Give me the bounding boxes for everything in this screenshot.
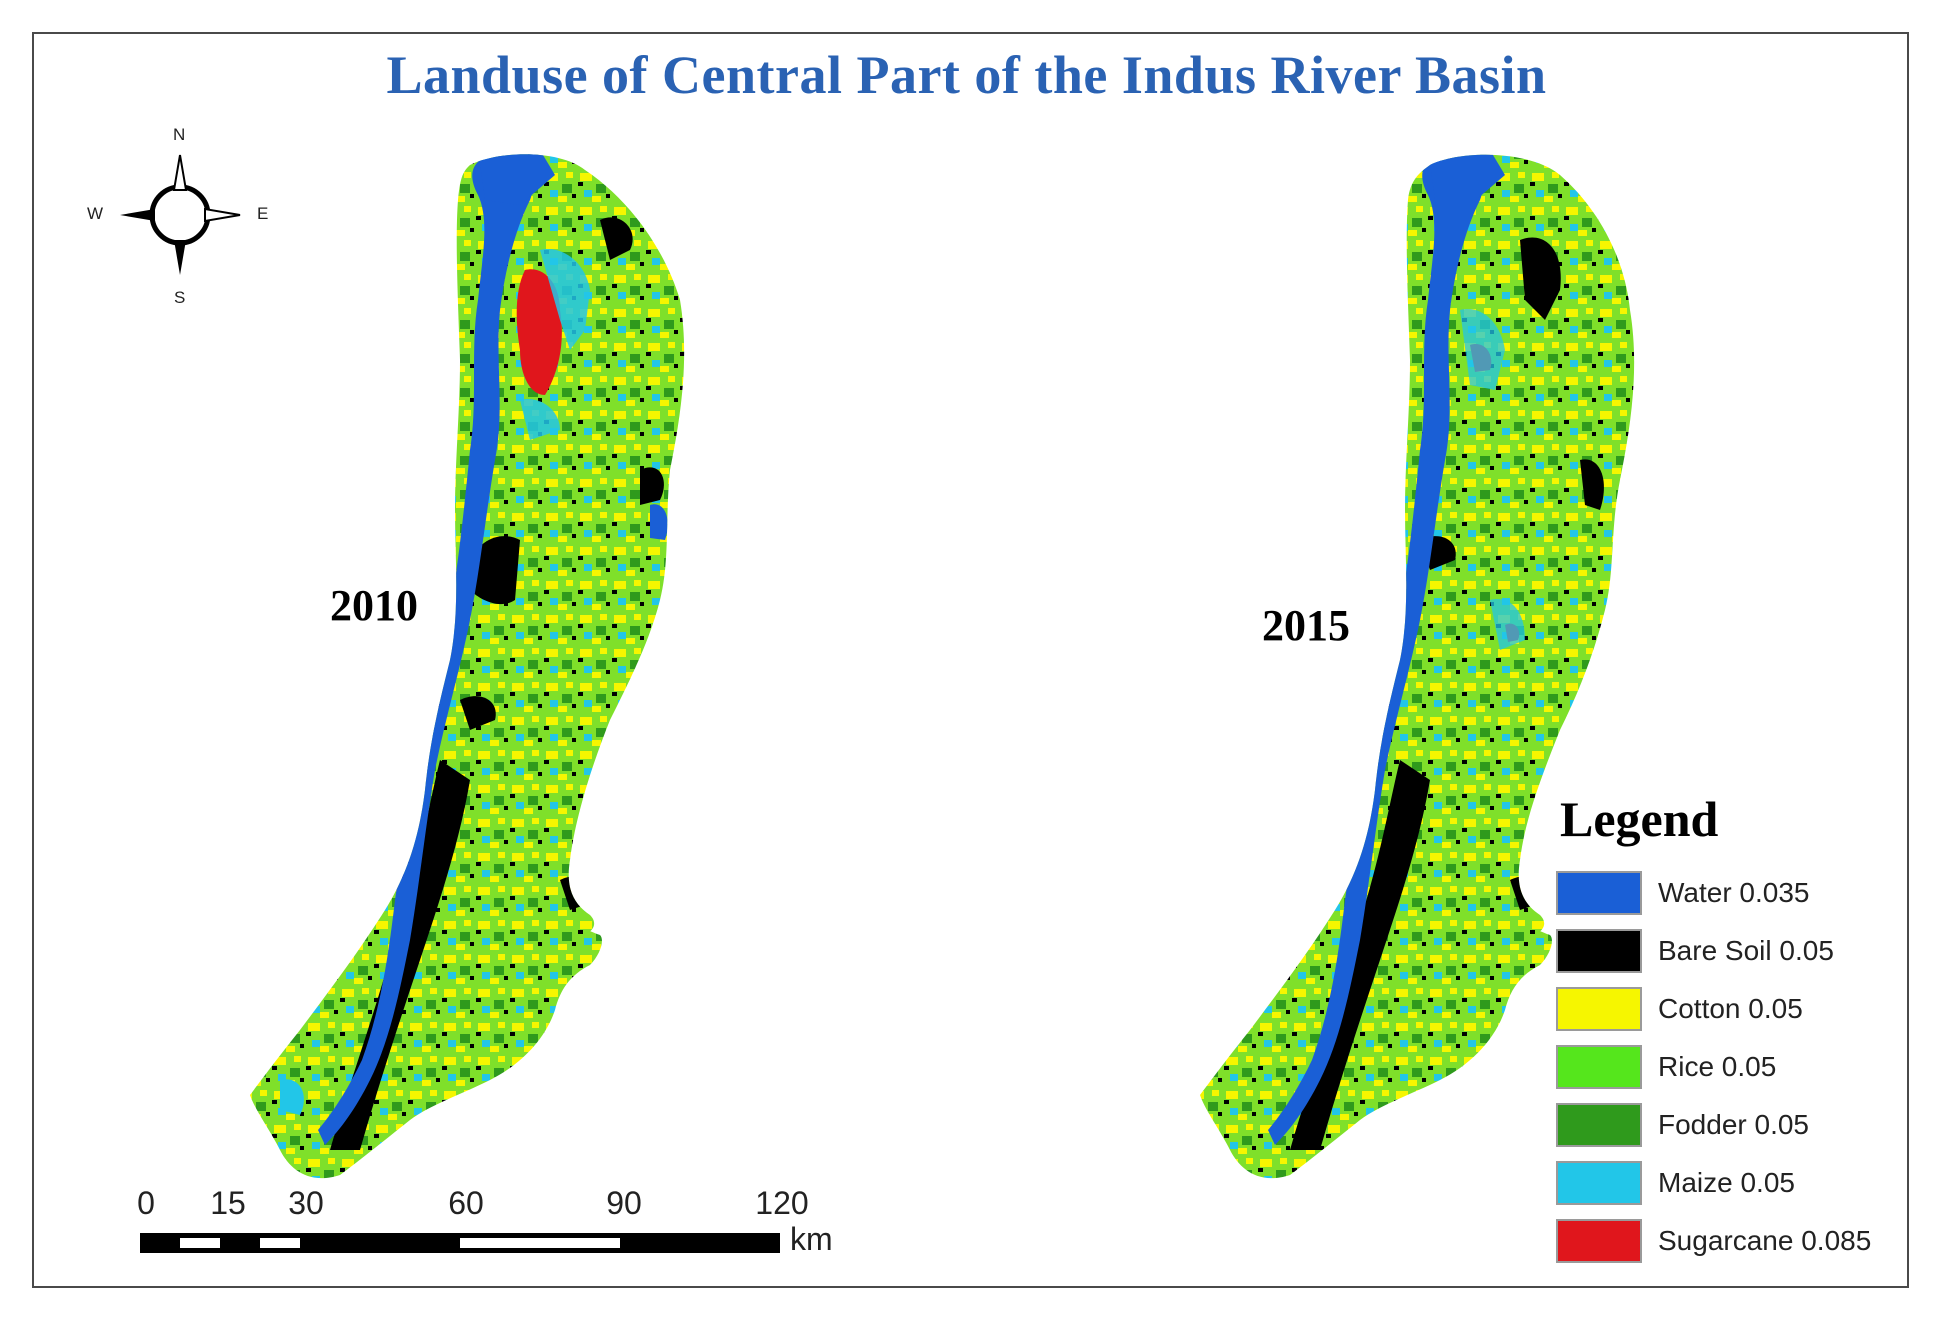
legend-title: Legend xyxy=(1560,791,1719,847)
legend-label: Bare Soil 0.05 xyxy=(1658,935,1834,966)
legend-swatch xyxy=(1556,871,1642,915)
legend-swatch xyxy=(1556,1103,1642,1147)
scale-tick-label: 90 xyxy=(606,1185,642,1221)
legend-label: Sugarcane 0.085 xyxy=(1658,1225,1872,1256)
legend-label: Maize 0.05 xyxy=(1658,1167,1795,1198)
scale-bar-graphic xyxy=(140,1233,780,1253)
legend-item: Fodder 0.05 xyxy=(1556,1096,1906,1154)
map-2010-landuse xyxy=(250,154,685,1179)
map-title: Landuse of Central Part of the Indus Riv… xyxy=(386,45,1547,105)
legend-swatch xyxy=(1556,987,1642,1031)
scale-tick-label: 120 xyxy=(755,1185,809,1221)
legend-label: Rice 0.05 xyxy=(1658,1051,1777,1082)
scale-tick-label: 0 xyxy=(137,1185,155,1221)
legend: Legend Water 0.035 Bare Soil 0.05 Cotton 0… xyxy=(1556,790,1906,1270)
year-label-2015: 2015 xyxy=(1262,601,1350,650)
scale-tick-label: 30 xyxy=(288,1185,324,1221)
legend-label: Cotton 0.05 xyxy=(1658,993,1803,1024)
legend-label: Fodder 0.05 xyxy=(1658,1109,1809,1140)
legend-item: Water 0.035 xyxy=(1556,864,1906,922)
legend-item: Cotton 0.05 xyxy=(1556,980,1906,1038)
compass-rose-icon: N S E W xyxy=(85,120,275,310)
year-label-2010: 2010 xyxy=(330,581,418,630)
scale-tick-label: 60 xyxy=(448,1185,484,1221)
compass-north-label: N xyxy=(173,125,186,144)
legend-item: Rice 0.05 xyxy=(1556,1038,1906,1096)
legend-item: Sugarcane 0.085 xyxy=(1556,1212,1906,1270)
legend-item: Maize 0.05 xyxy=(1556,1154,1906,1212)
legend-swatch xyxy=(1556,1161,1642,1205)
compass-east-label: E xyxy=(257,204,269,223)
legend-swatch xyxy=(1556,929,1642,973)
legend-item: Bare Soil 0.05 xyxy=(1556,922,1906,980)
legend-swatch xyxy=(1556,1219,1642,1263)
legend-swatch xyxy=(1556,1045,1642,1089)
compass-west-label: W xyxy=(87,204,104,223)
compass-south-label: S xyxy=(174,288,186,307)
scale-tick-label: 15 xyxy=(210,1185,246,1221)
legend-label: Water 0.035 xyxy=(1658,877,1810,908)
scale-unit-label: km xyxy=(790,1221,833,1257)
